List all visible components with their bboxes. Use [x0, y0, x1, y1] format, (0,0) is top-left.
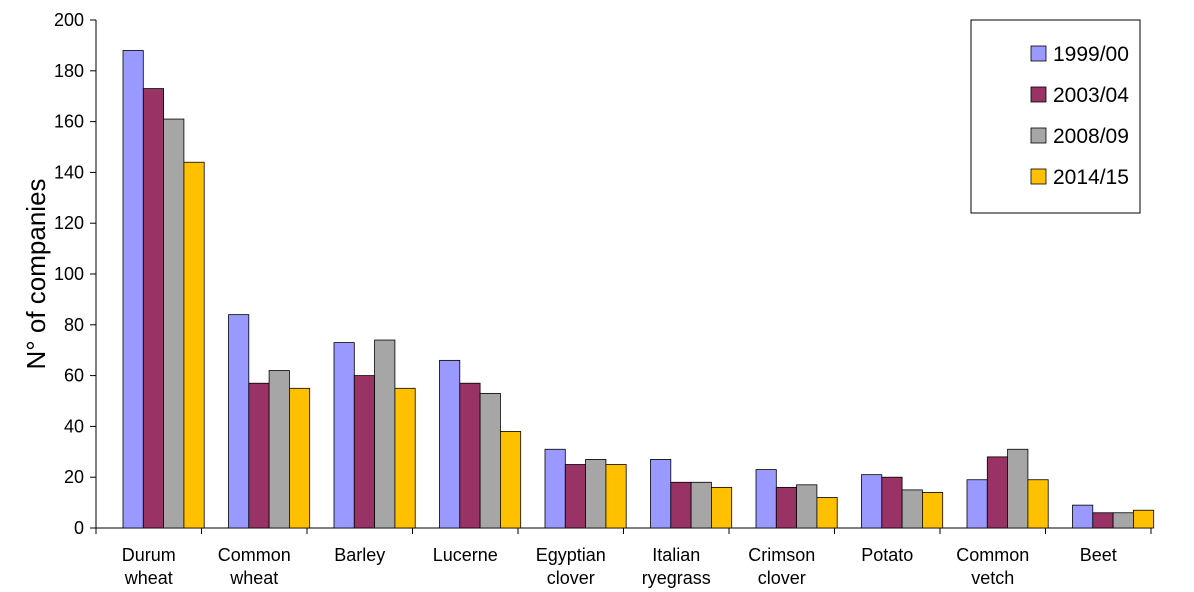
bar — [142, 88, 165, 529]
bar — [755, 469, 777, 529]
y-tick-label: 20 — [64, 467, 84, 487]
y-tick-label: 60 — [64, 366, 84, 386]
x-category-label: Common wheat — [218, 545, 291, 588]
x-category-label: Crimson clover — [748, 545, 815, 588]
x-category-label: Common vetch — [956, 545, 1029, 588]
y-tick-label: 80 — [64, 315, 84, 335]
bar — [861, 474, 883, 529]
legend-swatch — [1030, 45, 1047, 62]
y-tick-label: 140 — [54, 162, 84, 182]
x-category-label: Barley — [334, 545, 385, 565]
bar — [479, 392, 501, 529]
bar — [901, 489, 923, 529]
bar — [333, 342, 355, 529]
legend-swatch — [1030, 86, 1047, 103]
x-category-label: Egyptian clover — [536, 545, 606, 588]
bar — [711, 486, 733, 529]
x-category-label: Beet — [1080, 545, 1117, 565]
bar — [1072, 504, 1094, 529]
y-tick-label: 120 — [54, 213, 84, 233]
bar — [605, 464, 627, 529]
legend: 1999/00 2003/04 2008/09 2014/15 — [970, 19, 1141, 214]
bar — [585, 459, 607, 529]
bar — [690, 481, 712, 529]
bar — [268, 370, 290, 529]
bar — [228, 314, 250, 529]
x-category-label: Potato — [861, 545, 913, 565]
bar — [544, 448, 566, 529]
x-category-label: Durum wheat — [122, 545, 176, 588]
bar — [1092, 512, 1114, 529]
bar — [1027, 479, 1049, 529]
bar — [1007, 448, 1029, 529]
bar — [394, 387, 416, 529]
legend-label: 1999/00 — [1053, 43, 1129, 66]
bar — [1112, 512, 1134, 529]
bar — [439, 359, 461, 529]
category-labels: Durum wheat Common wheat Barley Lucerne Egypti… — [122, 545, 1117, 588]
y-tick-label: 100 — [54, 264, 84, 284]
y-tick-label: 160 — [54, 112, 84, 132]
bar — [1133, 509, 1155, 529]
y-tick-label: 40 — [64, 416, 84, 436]
bar — [499, 431, 522, 529]
y-tick-label: 200 — [54, 10, 84, 30]
legend-box — [970, 19, 1141, 214]
y-axis-label: N° of companies — [21, 178, 51, 369]
y-tick-label: 0 — [74, 518, 84, 538]
bar — [564, 464, 586, 529]
legend-swatch — [1030, 127, 1047, 144]
bars — [122, 50, 1155, 529]
bar — [374, 339, 396, 529]
bar — [459, 382, 481, 529]
bar — [986, 456, 1008, 529]
bar — [122, 50, 144, 529]
bar — [816, 497, 838, 529]
legend-swatch — [1030, 168, 1047, 185]
bar — [288, 387, 311, 529]
bar — [922, 492, 944, 529]
bar — [881, 476, 903, 529]
bar — [353, 375, 375, 529]
x-category-label: Lucerne — [433, 545, 498, 565]
bar — [163, 118, 185, 529]
tick-labels: 0 20 40 60 80 100 120 140 160 180 200 — [54, 10, 84, 538]
bar — [650, 459, 672, 529]
legend-label: 2003/04 — [1053, 84, 1129, 107]
bar — [796, 484, 818, 529]
bar — [966, 479, 988, 529]
legend-label: 2014/15 — [1053, 166, 1129, 189]
x-category-label: Italian ryegrass — [642, 545, 711, 588]
legend-label: 2008/09 — [1053, 125, 1129, 148]
y-tick-label: 180 — [54, 61, 84, 81]
bar — [670, 481, 692, 529]
bar — [248, 382, 270, 529]
bar — [775, 486, 797, 529]
bar — [183, 161, 205, 529]
